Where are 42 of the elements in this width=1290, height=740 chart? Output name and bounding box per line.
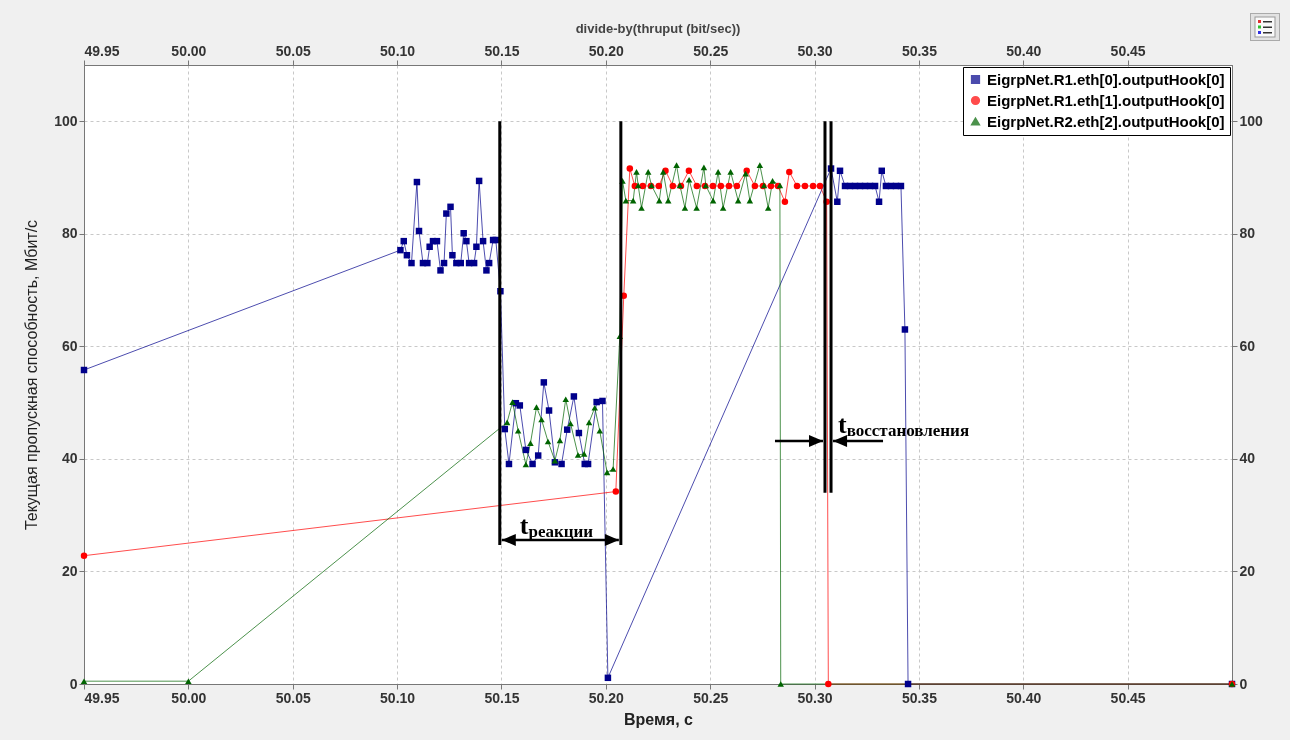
x-tick-label: 50.40 xyxy=(1006,689,1042,706)
x2-tick-label: 50.20 xyxy=(588,42,625,59)
x2-tick-label: 49.95 xyxy=(84,42,120,59)
y-tick-label: 100 xyxy=(54,112,78,129)
x2-tick-label: 50.05 xyxy=(275,42,311,59)
x-axis-title: Время, с xyxy=(624,710,694,728)
x2-tick-label: 50.40 xyxy=(1006,42,1042,59)
x-tick-label: 50.35 xyxy=(901,689,938,706)
y-tick-label: 20 xyxy=(61,562,78,579)
legend-label: EigrpNet.R1.eth[0].outputHook[0] xyxy=(987,70,1225,88)
x2-tick-label: 50.45 xyxy=(1110,42,1146,59)
x-tick-label: 50.30 xyxy=(797,689,833,706)
x2-tick-label: 50.35 xyxy=(901,42,938,59)
y-tick-label: 80 xyxy=(61,225,78,242)
y2-tick-label: 40 xyxy=(1239,450,1256,467)
x-tick-label: 50.20 xyxy=(588,689,625,706)
x2-tick-label: 50.10 xyxy=(380,42,416,59)
y-tick-label: 0 xyxy=(69,675,78,692)
y-axis-title: Текущая пропускная способность, Мбит/с xyxy=(23,219,41,531)
chart-title: divide-by(thruput (bit/sec)) xyxy=(575,21,741,36)
y2-tick-label: 20 xyxy=(1239,562,1256,579)
y2-tick-label: 0 xyxy=(1239,675,1248,692)
x-tick-label: 50.25 xyxy=(693,689,729,706)
x-tick-label: 50.15 xyxy=(484,689,520,706)
y2-tick-label: 100 xyxy=(1239,112,1264,129)
x2-tick-label: 50.15 xyxy=(484,42,520,59)
y2-tick-label: 80 xyxy=(1239,225,1256,242)
x-tick-label: 50.00 xyxy=(171,689,207,706)
y-tick-label: 60 xyxy=(61,337,78,354)
x-tick-label: 49.95 xyxy=(84,689,120,706)
legend-label: EigrpNet.R2.eth[2].outputHook[0] xyxy=(987,112,1225,130)
x2-tick-label: 50.30 xyxy=(797,42,833,59)
x-tick-label: 50.05 xyxy=(275,689,311,706)
x-tick-label: 50.45 xyxy=(1110,689,1146,706)
legend-label: EigrpNet.R1.eth[1].outputHook[0] xyxy=(987,91,1225,109)
y-tick-label: 40 xyxy=(61,450,78,467)
annotation: t$_{реакции}$ xyxy=(519,510,594,542)
annotation: t$_{восстановления}$ xyxy=(838,409,970,441)
x2-tick-label: 50.25 xyxy=(693,42,729,59)
y2-tick-label: 60 xyxy=(1239,337,1256,354)
x2-tick-label: 50.00 xyxy=(171,42,207,59)
x-tick-label: 50.10 xyxy=(380,689,416,706)
